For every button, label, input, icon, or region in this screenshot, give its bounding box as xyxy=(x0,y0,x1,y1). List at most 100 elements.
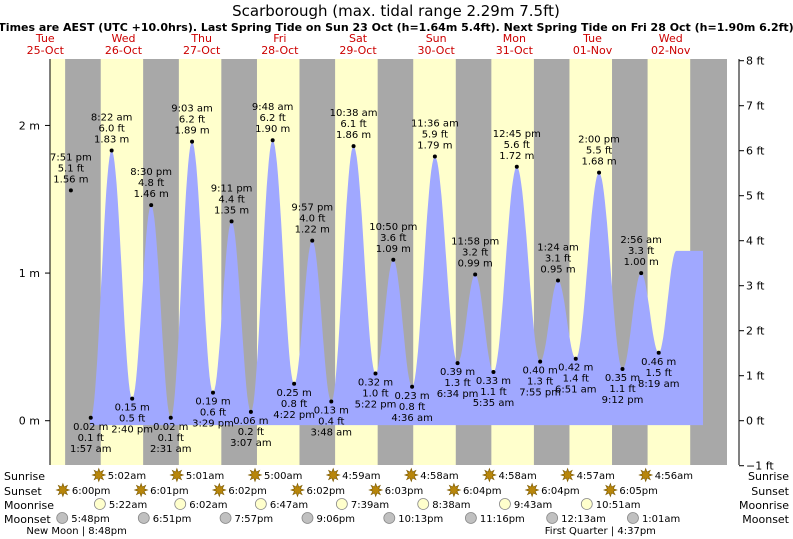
astro-time: 4:58am xyxy=(498,471,536,482)
sun-icon xyxy=(524,482,540,498)
astro-time: 6:03pm xyxy=(385,486,424,497)
low-tide-ft: 1.1 ft xyxy=(480,387,506,398)
high-tide-time: 8:22 am xyxy=(91,113,133,124)
high-tide-ft: 3.2 ft xyxy=(462,248,488,259)
high-tide-point xyxy=(270,138,275,143)
moonrise-icon xyxy=(580,498,593,510)
low-tide-time: 7:55 pm xyxy=(519,388,561,399)
low-tide-point xyxy=(373,371,378,376)
low-tide-m: 0.02 m xyxy=(73,422,108,433)
high-tide-ft: 4.8 ft xyxy=(138,178,164,189)
low-tide-ft: 1.5 ft xyxy=(646,368,672,379)
high-tide-ft: 4.0 ft xyxy=(299,214,325,225)
high-tide-time: 7:51 pm xyxy=(50,152,92,163)
moonset-icon xyxy=(137,512,150,524)
astro-time: 6:47am xyxy=(270,500,308,511)
high-tide-m: 1.89 m xyxy=(174,126,209,137)
high-tide-m: 0.99 m xyxy=(458,259,493,270)
day-date-label: 25-Oct xyxy=(27,44,65,57)
high-tide-m: 1.22 m xyxy=(295,225,330,236)
low-tide-point xyxy=(292,381,297,386)
high-tide-point xyxy=(391,257,396,262)
m-tick-label: 0 m xyxy=(19,415,40,428)
day-date-label: 26-Oct xyxy=(105,44,143,57)
low-tide-m: 0.02 m xyxy=(153,422,188,433)
sun-icon xyxy=(55,482,71,498)
high-tide-time: 8:30 pm xyxy=(130,167,172,178)
astro-time: 6:02pm xyxy=(306,486,345,497)
high-tide-m: 1.46 m xyxy=(134,189,169,200)
high-tide-m: 1.56 m xyxy=(53,174,88,185)
moonset-icon xyxy=(464,512,477,524)
day-labels: Tue25-OctWed26-OctThu27-OctFri28-OctSat2… xyxy=(27,32,691,57)
m-tick-label: 2 m xyxy=(19,119,40,132)
high-tide-ft: 5.1 ft xyxy=(58,163,84,174)
sun-icon-shape xyxy=(524,482,540,498)
sun-icon xyxy=(481,467,497,483)
high-tide-m: 1.79 m xyxy=(417,140,452,151)
low-tide-ft: 1.4 ft xyxy=(563,374,589,385)
moonset-icon xyxy=(219,512,232,524)
day-name-label: Fri xyxy=(273,32,286,45)
m-tick-label: 1 m xyxy=(19,267,40,280)
high-tide-m: 1.68 m xyxy=(581,157,616,168)
low-tide-m: 0.23 m xyxy=(394,391,429,402)
low-tide-ft: 0.4 ft xyxy=(318,417,344,428)
tide-labels: 7:51 pm5.1 ft1.56 m0.02 m0.1 ft1:57 am8:… xyxy=(50,102,679,455)
high-tide-point xyxy=(229,219,234,224)
high-tide-ft: 3.1 ft xyxy=(545,253,571,264)
ft-tick-label: 5 ft xyxy=(746,190,765,203)
day-name-label: Sun xyxy=(426,32,447,45)
low-tide-m: 0.25 m xyxy=(277,388,312,399)
high-tide-time: 11:58 pm xyxy=(451,237,499,248)
astro-time: 5:02am xyxy=(108,471,146,482)
low-tide-ft: 0.5 ft xyxy=(119,414,145,425)
high-tide-m: 1.90 m xyxy=(255,124,290,135)
astro-row-label-right: Sunset xyxy=(751,485,789,498)
sun-icon-shape xyxy=(403,467,419,483)
astro-row-label-right: Moonset xyxy=(742,513,789,526)
high-tide-point xyxy=(432,154,437,159)
high-tide-time: 1:24 am xyxy=(537,242,579,253)
astro-time: 5:00am xyxy=(264,471,302,482)
moonset-icon xyxy=(301,512,314,524)
high-tide-point xyxy=(68,188,73,193)
sun-icon xyxy=(325,467,341,483)
low-tide-m: 0.15 m xyxy=(115,403,150,414)
astro-time: 4:57am xyxy=(577,471,615,482)
low-tide-m: 0.13 m xyxy=(314,406,349,417)
low-tide-point xyxy=(455,361,460,366)
sun-icon xyxy=(368,482,384,498)
high-tide-m: 1.00 m xyxy=(624,257,659,268)
astro-time: 10:13pm xyxy=(398,514,443,525)
astro-row-label-left: Sunset xyxy=(4,485,42,498)
sun-icon-shape xyxy=(211,482,227,498)
astro-time: 6:04pm xyxy=(541,486,580,497)
low-tide-time: 9:12 pm xyxy=(602,395,644,406)
astro-time: 6:04pm xyxy=(463,486,502,497)
high-tide-point xyxy=(109,148,114,153)
day-date-label: 02-Nov xyxy=(651,44,691,57)
sun-icon-shape xyxy=(560,467,576,483)
high-tide-point xyxy=(149,203,154,208)
sun-icon xyxy=(133,482,149,498)
high-tide-ft: 6.0 ft xyxy=(98,124,124,135)
moonrise-icon xyxy=(499,498,511,510)
sun-icon-shape xyxy=(602,482,618,498)
day-name-label: Wed xyxy=(111,32,135,45)
low-tide-point xyxy=(329,399,334,404)
high-tide-time: 9:48 am xyxy=(252,102,294,113)
astro-time: 6:00pm xyxy=(72,486,111,497)
low-tide-point xyxy=(168,415,173,420)
high-tide-ft: 5.9 ft xyxy=(422,129,448,140)
sun-icon xyxy=(169,467,185,483)
low-tide-time: 3:29 pm xyxy=(192,419,234,430)
low-tide-time: 6:51 am xyxy=(555,385,597,396)
moonrise-icon xyxy=(254,498,267,510)
sun-icon-shape xyxy=(325,467,341,483)
low-tide-ft: 1.3 ft xyxy=(527,377,553,388)
moonset-icon xyxy=(56,512,69,524)
high-tide-ft: 3.3 ft xyxy=(628,246,654,257)
astro-time: 9:43am xyxy=(514,500,552,511)
ft-tick-label: 1 ft xyxy=(746,370,765,383)
